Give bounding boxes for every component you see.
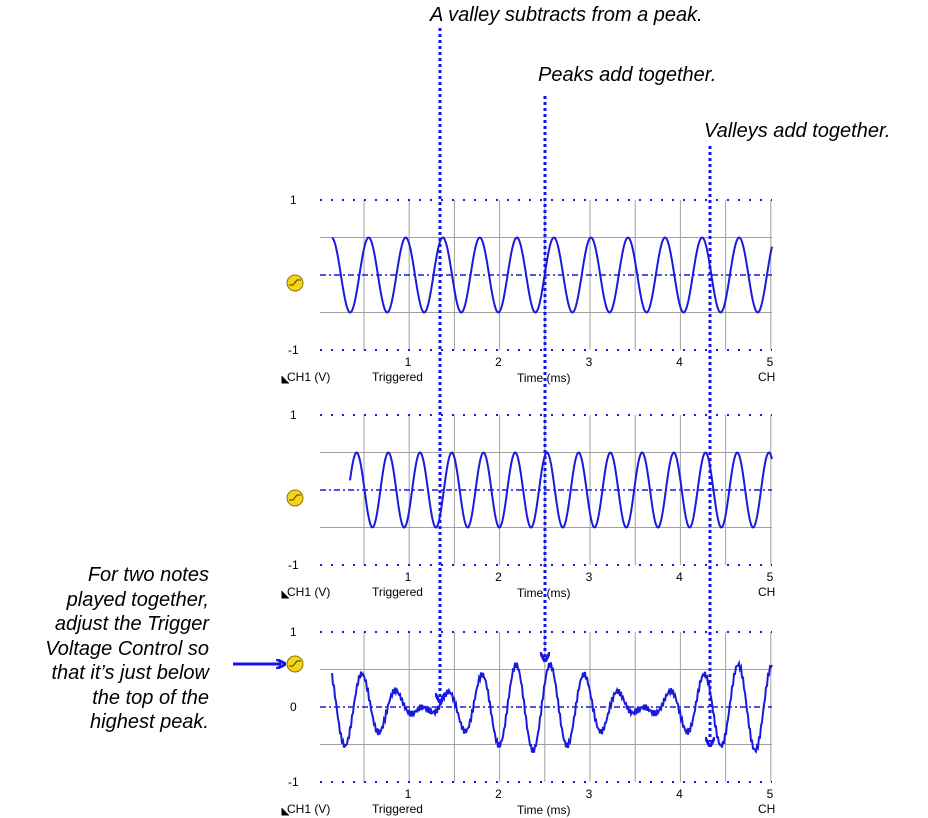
annotation-valley-subtracts: A valley subtracts from a peak. — [430, 4, 703, 26]
y-top-label: 1 — [290, 625, 297, 639]
x-tick-label: 2 — [495, 787, 502, 801]
x-axis-label: Time (ms) — [517, 586, 571, 600]
status-label: Triggered — [372, 585, 423, 599]
waveform-trace — [331, 659, 773, 755]
x-tick-label: 3 — [586, 355, 593, 369]
trigger-level-icon[interactable] — [286, 489, 304, 507]
x-axis-label: Time (ms) — [517, 803, 571, 817]
channel-label: CH1 (V) — [287, 370, 330, 384]
status-label: Triggered — [372, 370, 423, 384]
y-bottom-label: -1 — [288, 558, 299, 572]
y-bottom-label: -1 — [288, 343, 299, 357]
x-tick-label: 2 — [495, 570, 502, 584]
channel-corner-tag: CH — [758, 802, 775, 816]
y-top-label: 1 — [290, 408, 297, 422]
y-bottom-label: -1 — [288, 775, 299, 789]
annotation-peaks-add: Peaks add together. — [538, 64, 717, 86]
x-tick-label: 5 — [767, 355, 774, 369]
waveform-trace — [331, 236, 773, 314]
annotation-trigger-instructions: For two notes played together, adjust th… — [0, 563, 209, 735]
x-tick-label: 3 — [586, 570, 593, 584]
annotation-line-5: that it’s just below — [51, 662, 210, 684]
x-tick-label: 5 — [767, 570, 774, 584]
annotation-line-4: Voltage Control so — [45, 637, 209, 660]
channel-label: CH1 (V) — [287, 585, 330, 599]
x-tick-label: 4 — [676, 355, 683, 369]
annotation-line-6: the top of the — [92, 686, 209, 709]
annotation-line-3: adjust the Trigger — [54, 613, 209, 635]
x-tick-label: 1 — [405, 355, 412, 369]
trigger-level-icon[interactable] — [286, 274, 304, 292]
waveform-trace — [349, 451, 773, 529]
scope-panel-bottom: 1 -1 0 1 2 3 4 5 CH1 (V) Triggered Time (ms) CH — [281, 625, 775, 817]
y-top-label: 1 — [290, 193, 297, 207]
x-tick-label: 4 — [676, 570, 683, 584]
x-tick-label: 3 — [586, 787, 593, 801]
trigger-level-icon[interactable] — [286, 655, 304, 673]
status-label: Triggered — [372, 802, 423, 816]
x-tick-label: 5 — [767, 787, 774, 801]
x-tick-label: 1 — [405, 787, 412, 801]
channel-corner-tag: CH — [758, 585, 775, 599]
channel-corner-tag: CH — [758, 370, 775, 384]
annotation-line-7: highest peak. — [90, 711, 209, 733]
x-tick-label: 1 — [405, 570, 412, 584]
x-tick-label: 2 — [495, 355, 502, 369]
y-mid-label: 0 — [290, 700, 297, 714]
x-tick-label: 4 — [676, 787, 683, 801]
scope-panel-middle: 1 -1 1 2 3 4 5 CH1 (V) Triggered Time (ms) CH — [281, 408, 775, 600]
annotation-valleys-add: Valleys add together. — [704, 120, 891, 142]
annotation-line-1: For two notes — [87, 564, 209, 586]
channel-label: CH1 (V) — [287, 802, 330, 816]
annotation-line-2: played together, — [66, 588, 209, 611]
